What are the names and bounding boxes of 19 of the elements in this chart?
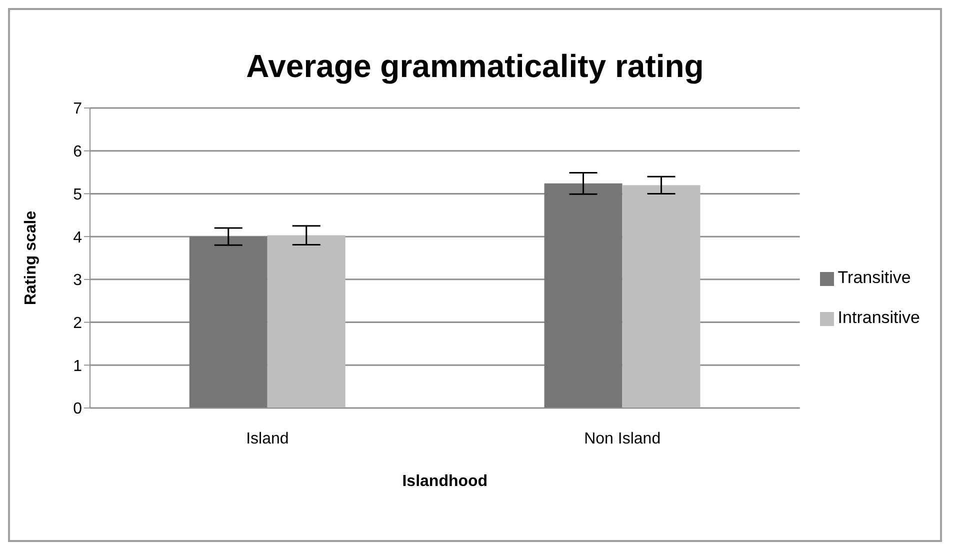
y-tick-label: 5	[73, 186, 82, 204]
legend-label: Intransitive	[838, 308, 920, 327]
y-tick-label: 7	[73, 100, 82, 118]
legend-label: Transitive	[838, 268, 911, 287]
y-tick-label: 0	[73, 400, 82, 418]
x-tick-label: Non Island	[584, 430, 661, 448]
y-tick-label: 4	[73, 229, 82, 246]
bar	[267, 235, 346, 408]
y-tick-label: 2	[73, 314, 82, 332]
y-tick-label: 6	[73, 144, 82, 161]
bar	[189, 236, 268, 408]
y-tick-label: 3	[73, 272, 82, 290]
bar	[544, 183, 622, 408]
y-tick-label: 1	[73, 358, 82, 375]
y-axis-title: Rating scale	[22, 210, 40, 306]
x-axis-title: Islandhood	[402, 473, 488, 490]
x-tick-label: Island	[246, 430, 289, 448]
chart-title: Average grammaticality rating	[245, 48, 705, 86]
bar	[622, 185, 700, 408]
